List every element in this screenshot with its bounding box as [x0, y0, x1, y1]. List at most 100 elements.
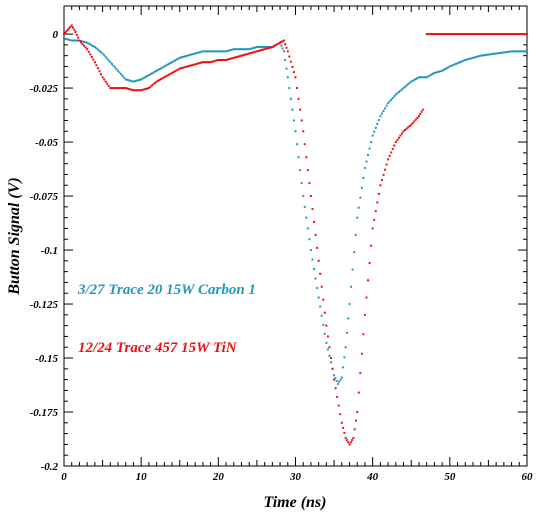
trace-point	[132, 89, 135, 92]
trace-point	[117, 69, 120, 72]
trace-point	[255, 46, 258, 49]
trace-point	[217, 50, 220, 53]
trace-point	[322, 323, 325, 326]
trace-point	[263, 46, 266, 49]
trace-point	[286, 50, 289, 53]
trace-point	[404, 85, 407, 88]
trace-point	[166, 63, 169, 66]
trace-point	[118, 87, 121, 90]
trace-point	[328, 346, 331, 349]
trace-point	[329, 357, 332, 360]
trace-point	[263, 48, 266, 51]
trace-point	[413, 120, 416, 123]
trace-point	[521, 50, 524, 53]
trace-point	[98, 49, 101, 52]
trace-point	[476, 55, 479, 58]
trace-point	[129, 79, 132, 82]
trace-point	[499, 51, 502, 54]
trace-point	[161, 66, 164, 69]
trace-point	[195, 52, 198, 55]
trace-point	[237, 48, 240, 51]
trace-point	[334, 377, 337, 380]
trace-point	[152, 83, 155, 86]
trace-point	[262, 46, 265, 49]
trace-point	[252, 51, 255, 54]
trace-point	[438, 70, 441, 73]
trace-point	[206, 50, 209, 53]
trace-point	[498, 33, 501, 36]
trace-point	[181, 66, 184, 69]
trace-point	[430, 33, 433, 36]
trace-point	[186, 65, 189, 68]
trace-point	[459, 33, 462, 36]
trace-point	[420, 110, 423, 113]
plot-frame	[63, 5, 528, 467]
trace-point	[458, 33, 461, 36]
trace-point	[370, 244, 373, 247]
trace-point	[377, 119, 380, 122]
trace-point	[194, 63, 197, 66]
trace-point	[399, 89, 402, 92]
trace-point	[277, 42, 280, 45]
trace-point	[495, 52, 498, 55]
trace-point	[72, 26, 75, 29]
trace-point	[308, 238, 311, 241]
trace-point	[186, 54, 189, 57]
trace-point	[291, 108, 294, 111]
trace-point	[150, 72, 153, 75]
trace-point	[73, 39, 76, 42]
trace-point	[493, 52, 496, 55]
trace-point	[462, 59, 465, 62]
trace-point	[243, 53, 246, 56]
trace-point	[513, 33, 516, 36]
trace-point	[189, 64, 192, 67]
trace-point	[512, 33, 515, 36]
trace-point	[433, 71, 436, 74]
trace-point	[407, 126, 410, 129]
trace-point	[411, 79, 414, 82]
trace-point	[509, 50, 512, 53]
trace-point	[248, 52, 251, 55]
trace-point	[123, 87, 126, 90]
trace-point	[340, 421, 343, 424]
trace-point	[422, 76, 425, 79]
trace-point	[79, 41, 82, 44]
trace-point	[129, 88, 132, 91]
trace-point	[69, 39, 72, 42]
trace-point	[280, 40, 283, 43]
trace-point	[436, 71, 439, 74]
trace-point	[238, 48, 241, 51]
trace-point	[169, 72, 172, 75]
trace-point	[319, 305, 322, 308]
trace-point	[92, 58, 95, 61]
trace-point	[373, 130, 376, 133]
trace-point	[72, 39, 75, 42]
trace-point	[353, 428, 356, 431]
trace-point	[146, 87, 149, 90]
trace-point	[524, 33, 527, 36]
trace-point	[450, 33, 453, 36]
trace-point	[260, 46, 263, 49]
trace-point	[269, 46, 272, 49]
trace-point	[201, 61, 204, 64]
trace-point	[124, 78, 127, 81]
trace-point	[95, 47, 98, 50]
trace-point	[445, 33, 448, 36]
trace-point	[453, 33, 456, 36]
trace-point	[240, 54, 243, 57]
trace-point	[154, 70, 157, 73]
trace-point	[101, 76, 104, 79]
trace-point	[73, 28, 76, 31]
trace-point	[526, 33, 528, 36]
trace-point	[382, 173, 385, 176]
trace-point	[89, 53, 92, 56]
trace-point	[214, 50, 217, 53]
trace-point	[387, 102, 390, 105]
x-axis-title: Time (ns)	[264, 494, 327, 511]
trace-point	[112, 64, 115, 67]
trace-point	[482, 54, 485, 57]
trace-point	[410, 123, 413, 126]
trace-point	[178, 67, 181, 70]
y-tick-label: 0	[53, 29, 59, 41]
trace-point	[218, 58, 221, 61]
